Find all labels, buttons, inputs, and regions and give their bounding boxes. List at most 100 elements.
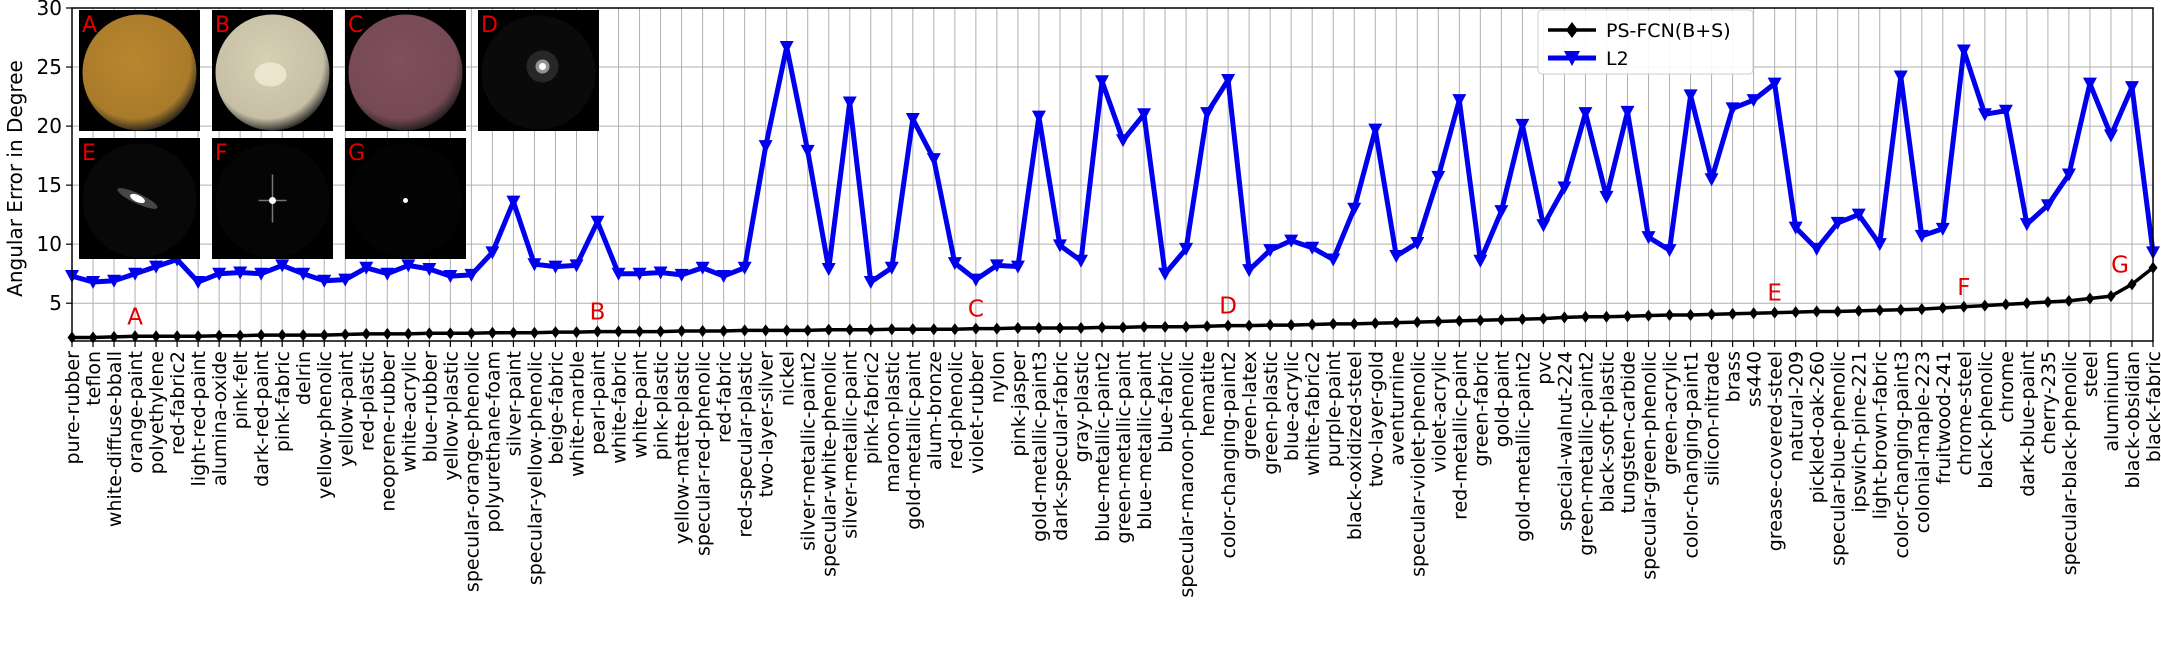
data-point (761, 324, 771, 337)
data-point (128, 267, 143, 281)
annotation-label: G (2111, 252, 2129, 278)
x-tick-label: violet-acrylic (1428, 351, 1450, 473)
x-tick-label: color-changing-paint1 (1681, 351, 1703, 558)
x-tick-label: pink-fabric (272, 351, 294, 452)
legend-marker (1566, 22, 1578, 38)
data-point (1391, 316, 1401, 329)
data-point (382, 327, 392, 340)
inset-label: D (481, 13, 498, 38)
inset-label: F (215, 141, 228, 166)
data-point (550, 326, 560, 339)
data-point (1347, 202, 1362, 216)
x-tick-label: red-fabric (714, 351, 736, 443)
data-point (1349, 317, 1359, 330)
data-point (1896, 303, 1906, 316)
data-point (1809, 242, 1824, 256)
x-tick-label: black-soft-plastic (1596, 351, 1618, 513)
inset-D: D (478, 10, 599, 131)
x-tick-label: chrome (1996, 351, 2018, 423)
data-point (1622, 310, 1632, 323)
data-point (947, 257, 962, 271)
x-tick-label: green-plastic (1260, 351, 1282, 475)
data-point (1202, 320, 1212, 333)
data-point (824, 323, 834, 336)
data-point (1097, 321, 1107, 334)
data-point (233, 266, 248, 280)
data-point (1073, 254, 1088, 268)
data-point (1244, 319, 1254, 332)
data-point (422, 262, 437, 276)
x-tick-label: blue-rubber (419, 351, 441, 463)
x-tick-label: light-red-paint (188, 351, 210, 486)
data-point (1431, 170, 1446, 184)
data-point (1935, 222, 1950, 236)
data-point (2040, 199, 2055, 213)
data-point (740, 324, 750, 337)
data-point (130, 330, 140, 343)
x-tick-label: alumina-oxide (209, 351, 231, 486)
inset-A: A (79, 10, 200, 131)
inset-label: B (215, 13, 230, 38)
data-point (821, 262, 836, 276)
data-point (1893, 70, 1908, 84)
x-tick-label: black-phenolic (1975, 351, 1997, 489)
data-point (635, 325, 645, 338)
data-point (1914, 229, 1929, 243)
data-point (863, 275, 878, 289)
data-point (2106, 290, 2116, 303)
data-point (1665, 309, 1675, 322)
x-tick-label: aluminium (2101, 351, 2123, 452)
data-point (884, 261, 899, 275)
x-tick-label: white-fabric2 (1302, 351, 1324, 476)
data-point (611, 267, 626, 281)
legend-marker (1564, 51, 1580, 66)
data-point (235, 329, 245, 342)
data-point (487, 326, 497, 339)
data-point (2019, 218, 2034, 232)
x-tick-label: fruitwood-241 (1933, 351, 1955, 484)
x-tick-label: pure-rubber (62, 351, 84, 465)
plot-frame (71, 7, 2154, 342)
data-point (403, 327, 413, 340)
x-tick-label: colonial-maple-223 (1912, 351, 1934, 533)
data-point (506, 195, 521, 209)
data-point (1956, 44, 1971, 58)
data-point (779, 40, 794, 54)
data-point (1076, 322, 1086, 335)
x-tick-label: gold-metallic-paint (903, 351, 925, 530)
data-point (1034, 322, 1044, 335)
data-point (1515, 118, 1530, 132)
data-point (1770, 306, 1780, 319)
data-point (443, 270, 458, 284)
x-tick-label: ipswich-pine-221 (1849, 351, 1871, 513)
data-point (1707, 308, 1717, 321)
data-point (2064, 294, 2074, 307)
x-tick-label: specular-white-phenolic (819, 351, 841, 577)
data-point (1452, 94, 1467, 108)
data-point (1494, 205, 1509, 219)
data-point (1977, 108, 1992, 122)
data-point (1052, 239, 1067, 253)
data-point (1662, 244, 1677, 258)
data-point (1286, 319, 1296, 332)
data-point (1517, 313, 1527, 326)
data-point (1160, 320, 1170, 333)
data-point (1412, 316, 1422, 329)
data-point (359, 261, 374, 275)
x-tick-label: blue-metallic-paint2 (1092, 351, 1114, 542)
data-point (1094, 75, 1109, 89)
x-tick-label: pickled-oak-260 (1807, 351, 1829, 503)
data-point (107, 274, 122, 288)
data-point (2103, 129, 2118, 143)
x-tick-label: hematite (1197, 351, 1219, 437)
y-tick-label: 25 (37, 55, 62, 79)
data-point (758, 140, 773, 154)
specular-highlight (403, 198, 408, 203)
data-point (614, 325, 624, 338)
x-tick-label: pink-felt (230, 351, 252, 429)
data-point (1137, 108, 1152, 122)
data-point (1116, 134, 1131, 148)
y-axis-label: Angular Error in Degree (3, 60, 27, 297)
data-point (908, 323, 918, 336)
data-point (340, 328, 350, 341)
